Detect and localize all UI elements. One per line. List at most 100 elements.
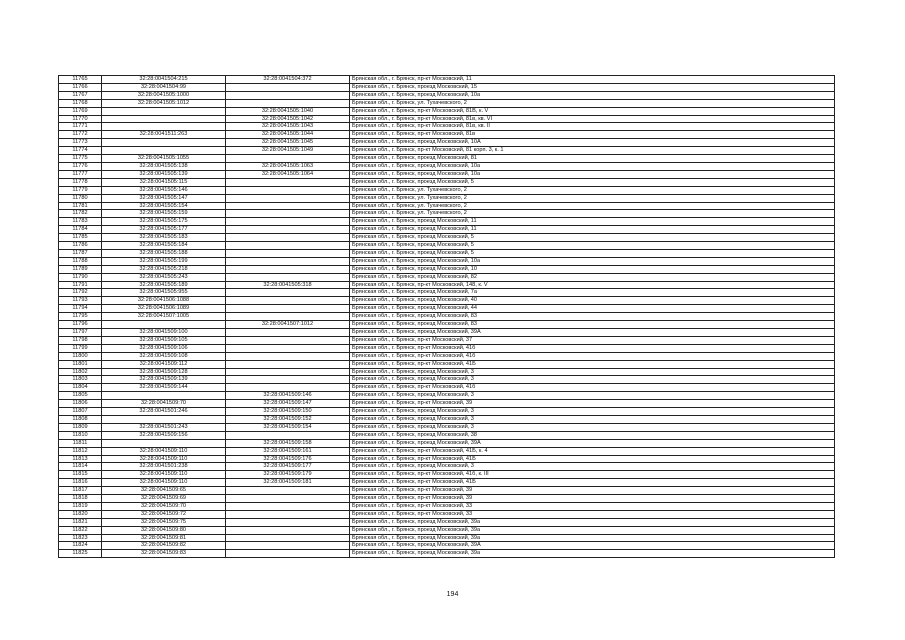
table-row: 11810 32:28:0041509:156 Брянская обл., г. … (58, 430, 835, 440)
cadastral-number-cell: 32:28:0041509:81 (101, 533, 226, 543)
linked-cadastral-number-cell (225, 256, 350, 266)
cadastral-number-cell: 32:28:0041505:139 (101, 169, 226, 179)
cadastral-number-cell: 32:28:0041505:188 (101, 248, 226, 258)
address-cell: Брянская обл., г. Брянск, пр-кт Московск… (349, 280, 835, 290)
address-cell: Брянская обл., г. Брянск, ул. Тухачевско… (349, 193, 835, 203)
table-row: 11798 32:28:0041509:105 Брянская обл., г. … (58, 335, 835, 345)
row-number-cell: 11768 (58, 98, 102, 108)
cadastral-number-cell: 32:28:0041505:146 (101, 185, 226, 195)
linked-cadastral-number-cell (225, 486, 350, 496)
row-number-cell: 11806 (58, 399, 102, 409)
address-cell: Брянская обл., г. Брянск, пр-кт Московск… (349, 478, 835, 488)
linked-cadastral-number-cell: 32:28:0041509:147 (225, 399, 350, 409)
table-row: 11823 32:28:0041509:81 Брянская обл., г. Б… (58, 533, 835, 543)
table-row: 11766 32:28:0041504:99 Брянская обл., г. Б… (58, 82, 835, 92)
cadastral-number-cell: 32:28:0041504:99 (101, 82, 226, 92)
row-number-cell: 11777 (58, 169, 102, 179)
table-row: 11802 32:28:0041509:128 Брянская обл., г. … (58, 367, 835, 377)
row-number-cell: 11802 (58, 367, 102, 377)
cadastral-number-cell: 32:28:0041509:110 (101, 470, 226, 480)
table-row: 11774 32:28:0041505:1049 Брянская обл., г.… (58, 146, 835, 156)
cadastral-number-cell (101, 414, 226, 424)
table-row: 11792 32:28:0041505:955 Брянская обл., г. … (58, 288, 835, 298)
table-row: 11825 32:28:0041509:83 Брянская обл., г. Б… (58, 549, 835, 559)
table-row: 11795 32:28:0041507:1005 Брянская обл., г.… (58, 312, 835, 322)
table-row: 11811 32:28:0041509:158 Брянская обл., г. … (58, 438, 835, 448)
row-number-cell: 11798 (58, 335, 102, 345)
row-number-cell: 11785 (58, 233, 102, 243)
linked-cadastral-number-cell (225, 494, 350, 503)
row-number-cell: 11813 (58, 454, 102, 464)
address-cell: Брянская обл., г. Брянск, проезд Московс… (349, 430, 835, 440)
address-cell: Брянская обл., г. Брянск, пр-кт Московск… (349, 359, 835, 369)
row-number-cell: 11766 (58, 82, 102, 92)
cadastral-number-cell: 32:28:0041505:138 (101, 161, 226, 171)
cadastral-number-cell: 32:28:0041509:83 (101, 549, 226, 559)
address-cell: Брянская обл., г. Брянск, пр-кт Московск… (349, 470, 835, 480)
table-row: 11822 32:28:0041509:80 Брянская обл., г. Б… (58, 525, 835, 535)
row-number-cell: 11807 (58, 407, 102, 416)
row-number-cell: 11776 (58, 161, 102, 171)
cadastral-number-cell: 32:28:0041507:1005 (101, 312, 226, 322)
linked-cadastral-number-cell (225, 82, 350, 92)
table-row: 11815 32:28:0041509:110 32:28:0041509:179 Б… (58, 470, 835, 480)
table-row: 11808 32:28:0041509:152 Брянская обл., г. … (58, 414, 835, 424)
linked-cadastral-number-cell (225, 533, 350, 543)
linked-cadastral-number-cell (225, 525, 350, 535)
address-cell: Брянская обл., г. Брянск, ул. Тухачевско… (349, 98, 835, 108)
address-cell: Брянская обл., г. Брянск, пр-кт Московск… (349, 383, 835, 393)
row-number-cell: 11775 (58, 154, 102, 163)
cadastral-number-cell: 32:28:0041509:144 (101, 383, 226, 393)
cadastral-number-cell (101, 146, 226, 156)
linked-cadastral-number-cell (225, 288, 350, 298)
cadastral-number-cell: 32:28:0041505:1012 (101, 98, 226, 108)
table-row: 11776 32:28:0041505:138 32:28:0041505:1063… (58, 161, 835, 171)
linked-cadastral-number-cell: 32:28:0041505:1042 (225, 114, 350, 124)
row-number-cell: 11822 (58, 525, 102, 535)
row-number-cell: 11803 (58, 375, 102, 385)
address-cell: Брянская обл., г. Брянск, ул. Тухачевско… (349, 185, 835, 195)
table-row: 11786 32:28:0041505:184 Брянская обл., г. … (58, 241, 835, 250)
address-cell: Брянская обл., г. Брянск, проезд Московс… (349, 154, 835, 163)
linked-cadastral-number-cell (225, 501, 350, 511)
cadastral-number-cell: 32:28:0041509:80 (101, 525, 226, 535)
cadastral-number-cell: 32:28:0041505:115 (101, 177, 226, 187)
linked-cadastral-number-cell (225, 185, 350, 195)
row-number-cell: 11814 (58, 462, 102, 472)
address-cell: Брянская обл., г. Брянск, проезд Московс… (349, 304, 835, 314)
address-cell: Брянская обл., г. Брянск, пр-кт Московск… (349, 335, 835, 345)
table-row: 11782 32:28:0041505:159 Брянская обл., г. … (58, 209, 835, 219)
table-row: 11817 32:28:0041509:65 Брянская обл., г. Б… (58, 486, 835, 496)
table-row: 11803 32:28:0041509:139 Брянская обл., г. … (58, 375, 835, 385)
table-row: 11796 32:28:0041507:1012 Брянская обл., г.… (58, 320, 835, 329)
table-row: 11819 32:28:0041509:70 Брянская обл., г. Б… (58, 501, 835, 511)
linked-cadastral-number-cell: 32:28:0041509:150 (225, 407, 350, 416)
row-number-cell: 11812 (58, 446, 102, 456)
table-row: 11768 32:28:0041505:1012 Брянская обл., г.… (58, 98, 835, 108)
cadastral-number-cell: 32:28:0041509:139 (101, 375, 226, 385)
row-number-cell: 11786 (58, 241, 102, 250)
row-number-cell: 11772 (58, 130, 102, 140)
table-row: 11801 32:28:0041509:112 Брянская обл., г. … (58, 359, 835, 369)
linked-cadastral-number-cell (225, 335, 350, 345)
cadastral-number-cell: 32:28:0041505:199 (101, 256, 226, 266)
linked-cadastral-number-cell (225, 272, 350, 282)
linked-cadastral-number-cell: 32:28:0041509:179 (225, 470, 350, 480)
address-cell: Брянская обл., г. Брянск, пр-кт Московск… (349, 114, 835, 124)
address-cell: Брянская обл., г. Брянск, проезд Московс… (349, 375, 835, 385)
cadastral-number-cell: 32:28:0041509:82 (101, 541, 226, 551)
linked-cadastral-number-cell (225, 209, 350, 219)
address-cell: Брянская обл., г. Брянск, пр-кт Московск… (349, 501, 835, 511)
table-row: 11770 32:28:0041505:1042 Брянская обл., г.… (58, 114, 835, 124)
linked-cadastral-number-cell (225, 177, 350, 187)
cadastral-number-cell: 32:28:0041509:110 (101, 454, 226, 464)
linked-cadastral-number-cell (225, 549, 350, 559)
address-cell: Брянская обл., г. Брянск, проезд Московс… (349, 541, 835, 551)
cadastral-number-cell: 32:28:0041509:70 (101, 501, 226, 511)
linked-cadastral-number-cell: 32:28:0041509:177 (225, 462, 350, 472)
row-number-cell: 11805 (58, 391, 102, 401)
address-cell: Брянская обл., г. Брянск, проезд Московс… (349, 328, 835, 337)
row-number-cell: 11816 (58, 478, 102, 488)
linked-cadastral-number-cell (225, 304, 350, 314)
linked-cadastral-number-cell (225, 201, 350, 211)
